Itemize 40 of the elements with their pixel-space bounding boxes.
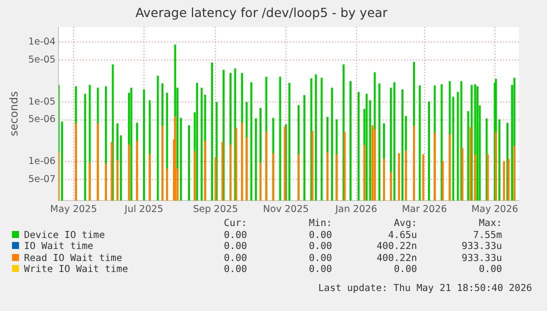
text: Min: (308, 218, 332, 230)
text: Last update: Thu May 21 18:50:40 2026 (318, 283, 532, 294)
y-axis-title: seconds (7, 91, 20, 136)
text: Max: (478, 218, 502, 230)
text: 0.00 (222, 230, 247, 242)
text: 0.00 (478, 264, 502, 276)
text: 0.00 (222, 264, 247, 276)
text: 400.22n (376, 241, 417, 253)
y-tick-label: 5e-07 (28, 174, 56, 185)
text: 0.00 (308, 230, 332, 242)
text: Avg: (392, 218, 417, 230)
text: 0.00 (392, 264, 417, 276)
text: 0.00 (222, 241, 247, 253)
text: 400.22n (376, 252, 417, 264)
y-tick-label: 1e-06 (28, 156, 56, 167)
text: 0.00 (308, 264, 332, 276)
text: 0.00 (222, 252, 247, 264)
y-tick-label: 1e-04 (28, 36, 56, 48)
text: 7.55m (472, 230, 502, 242)
text: 933.33u (460, 241, 502, 253)
text: Cur: (222, 218, 247, 230)
x-tick-label: Jul 2025 (124, 204, 164, 215)
text: 0.00 (308, 252, 332, 264)
x-tick-label: Jan 2026 (334, 204, 378, 215)
x-tick-label: May 2026 (471, 204, 518, 215)
x-tick-label: Nov 2025 (263, 204, 309, 215)
legend-label: Device IO time (23, 230, 106, 242)
legend-label: Write IO Wait time (23, 264, 129, 276)
text: 0.00 (308, 241, 332, 253)
x-tick-label: Sep 2025 (192, 204, 238, 215)
x-tick-label: Mar 2026 (402, 204, 447, 215)
y-tick-label: 5e-06 (28, 114, 56, 126)
legend-label: Read IO Wait time (23, 252, 124, 264)
y-tick-label: 5e-05 (28, 54, 56, 66)
x-tick-label: May 2025 (50, 204, 98, 215)
text: 4.65u (387, 230, 417, 242)
chart-title: Average latency for /dev/loop5 - by year (135, 4, 388, 20)
text: 933.33u (460, 252, 502, 264)
legend-label: IO Wait time (23, 241, 94, 253)
y-tick-label: 1e-05 (28, 96, 56, 108)
